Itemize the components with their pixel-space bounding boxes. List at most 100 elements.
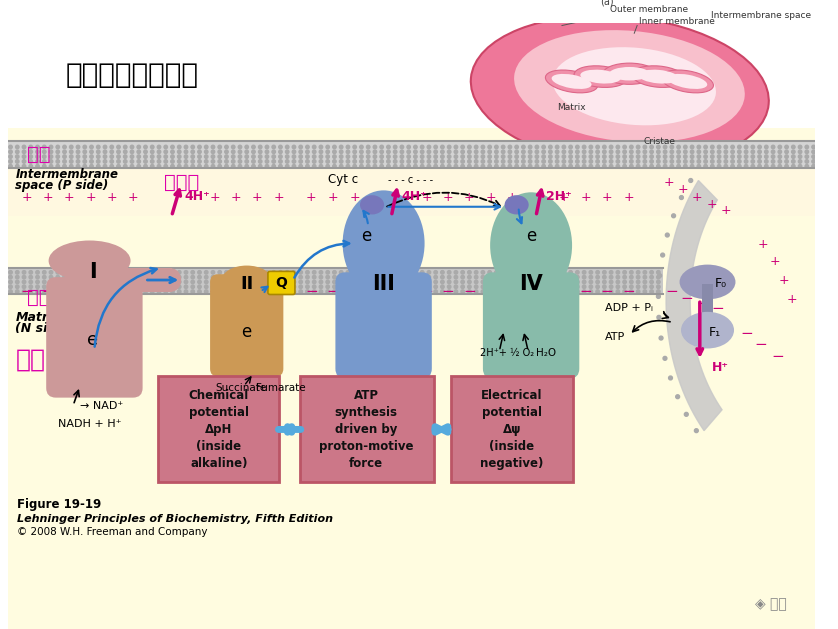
Circle shape <box>63 270 66 274</box>
Text: 基质: 基质 <box>15 348 45 372</box>
Circle shape <box>542 165 546 168</box>
Circle shape <box>488 165 491 168</box>
Circle shape <box>441 270 444 274</box>
Circle shape <box>441 155 444 159</box>
Text: −: − <box>305 284 318 299</box>
Circle shape <box>724 145 727 148</box>
Circle shape <box>319 276 323 279</box>
Text: +: + <box>106 191 117 204</box>
Circle shape <box>616 165 619 168</box>
Circle shape <box>158 280 161 284</box>
Circle shape <box>231 150 235 153</box>
Circle shape <box>704 160 707 163</box>
Circle shape <box>664 155 667 159</box>
Circle shape <box>292 160 296 163</box>
Circle shape <box>501 150 504 153</box>
Circle shape <box>63 150 66 153</box>
Circle shape <box>414 160 417 163</box>
Circle shape <box>144 290 147 293</box>
Circle shape <box>198 155 201 159</box>
Circle shape <box>299 270 303 274</box>
Circle shape <box>238 276 241 279</box>
Circle shape <box>643 280 647 284</box>
Circle shape <box>474 160 478 163</box>
Circle shape <box>272 150 276 153</box>
Circle shape <box>272 270 276 274</box>
Text: −: − <box>106 284 118 299</box>
Circle shape <box>279 165 282 168</box>
Circle shape <box>474 280 478 284</box>
Circle shape <box>447 280 451 284</box>
Circle shape <box>508 285 512 289</box>
Circle shape <box>292 270 296 274</box>
Circle shape <box>421 276 424 279</box>
Text: +: + <box>779 274 789 287</box>
Circle shape <box>658 274 661 277</box>
Circle shape <box>461 280 464 284</box>
Circle shape <box>164 290 168 293</box>
Circle shape <box>792 150 795 153</box>
Circle shape <box>198 285 201 289</box>
Circle shape <box>23 276 26 279</box>
Circle shape <box>394 160 397 163</box>
Circle shape <box>380 276 384 279</box>
Circle shape <box>116 270 120 274</box>
Circle shape <box>434 155 437 159</box>
Text: +: + <box>623 191 634 204</box>
Circle shape <box>689 179 693 182</box>
Circle shape <box>805 165 809 168</box>
Circle shape <box>629 270 633 274</box>
Text: −: − <box>711 301 724 316</box>
Circle shape <box>785 160 789 163</box>
Circle shape <box>158 160 161 163</box>
Circle shape <box>805 150 809 153</box>
Circle shape <box>299 276 303 279</box>
Circle shape <box>744 145 747 148</box>
Circle shape <box>481 145 484 148</box>
Circle shape <box>522 155 525 159</box>
Circle shape <box>785 155 789 159</box>
Circle shape <box>56 280 59 284</box>
Circle shape <box>306 285 309 289</box>
Text: −: − <box>251 284 264 299</box>
Circle shape <box>542 276 546 279</box>
Circle shape <box>401 145 404 148</box>
Circle shape <box>43 280 46 284</box>
Circle shape <box>70 285 73 289</box>
Circle shape <box>812 150 815 153</box>
Circle shape <box>130 155 134 159</box>
Circle shape <box>373 290 376 293</box>
Circle shape <box>691 145 694 148</box>
Circle shape <box>90 285 93 289</box>
Ellipse shape <box>680 265 736 299</box>
Circle shape <box>441 276 444 279</box>
Circle shape <box>313 145 316 148</box>
Circle shape <box>36 150 39 153</box>
Circle shape <box>333 280 336 284</box>
Circle shape <box>771 165 775 168</box>
Circle shape <box>76 160 80 163</box>
Circle shape <box>596 280 599 284</box>
Circle shape <box>29 270 33 274</box>
Text: −: − <box>349 284 361 299</box>
Circle shape <box>812 155 815 159</box>
Circle shape <box>427 280 431 284</box>
Circle shape <box>204 285 208 289</box>
Circle shape <box>56 155 59 159</box>
Text: +: + <box>506 191 517 204</box>
Circle shape <box>522 270 525 274</box>
Circle shape <box>353 165 356 168</box>
Text: → NAD⁺: → NAD⁺ <box>80 401 123 411</box>
Circle shape <box>380 270 384 274</box>
Circle shape <box>609 280 613 284</box>
Text: −: − <box>84 284 97 299</box>
Text: H⁺: H⁺ <box>712 360 729 374</box>
Circle shape <box>198 165 201 168</box>
Circle shape <box>211 290 215 293</box>
Circle shape <box>231 280 235 284</box>
Bar <box>701 284 713 313</box>
Circle shape <box>589 155 592 159</box>
Circle shape <box>110 155 113 159</box>
Circle shape <box>697 160 701 163</box>
Circle shape <box>414 285 417 289</box>
